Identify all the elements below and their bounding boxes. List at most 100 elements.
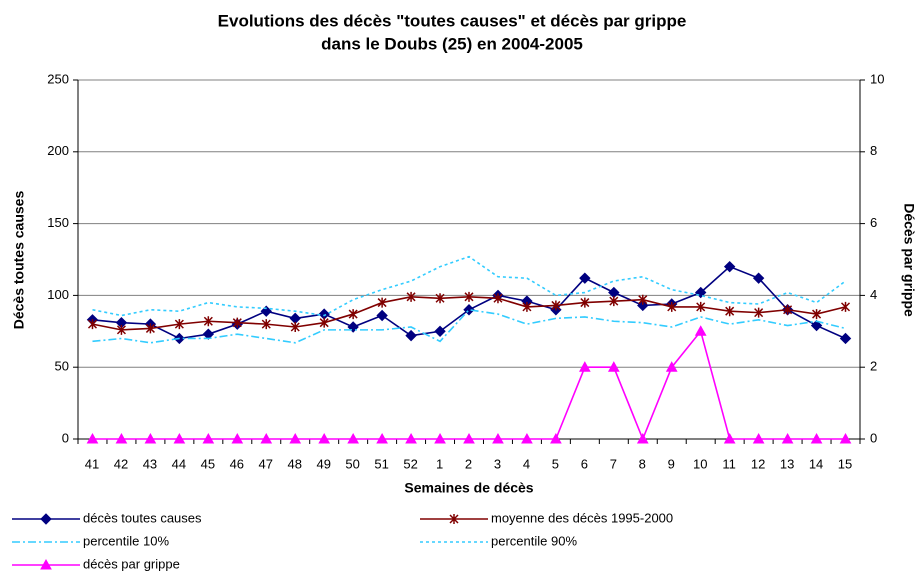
marker [435,293,445,304]
marker [376,309,388,322]
marker [580,297,590,308]
x-tick-label: 5 [552,456,559,471]
x-tick-label: 45 [201,456,215,471]
y-tick-label: 100 [47,287,69,302]
marker [840,301,851,312]
marker [696,301,706,312]
marker [115,432,128,444]
marker [550,432,562,444]
marker [260,432,273,444]
marker [174,319,184,330]
marker [493,293,503,304]
x-tick-label: 50 [345,456,359,471]
y-tick-label: 250 [47,71,69,86]
marker [86,432,99,444]
marker [781,432,794,444]
marker [376,432,388,444]
marker [290,321,300,332]
marker [522,301,532,312]
y-tick-label: 0 [62,430,69,445]
x-tick-label: 15 [838,456,852,471]
marker [636,432,649,444]
marker [116,324,126,335]
marker [348,309,358,320]
legend-label: percentile 10% [83,533,169,548]
y2-axis-label: Décès par grippe [901,203,916,317]
y2-tick-label: 2 [870,359,877,374]
marker [318,308,330,320]
y2-tick-label: 10 [870,71,884,86]
marker [665,361,678,372]
marker [783,304,793,315]
x-tick-label: 52 [403,456,417,471]
x-tick-label: 6 [581,456,588,471]
y-tick-label: 150 [47,215,69,230]
marker [406,291,416,302]
marker [754,307,764,318]
x-tick-label: 48 [288,456,302,471]
marker [579,272,591,284]
marker [694,325,707,336]
marker [812,309,822,320]
marker [145,323,155,334]
legend-label: décès toutes causes [83,510,202,525]
marker [723,432,736,444]
series-line [92,255,846,317]
marker [609,296,619,307]
marker [492,432,504,444]
x-tick-label: 7 [610,456,617,471]
x-axis-label: Semaines de décès [404,480,533,496]
y2-tick-label: 0 [870,430,877,445]
marker [551,300,561,311]
x-tick-label: 51 [374,456,388,471]
marker [810,319,823,332]
y2-tick-label: 8 [870,143,877,158]
x-tick-label: 46 [230,456,244,471]
legend-label: décès par grippe [83,556,180,571]
x-tick-label: 49 [316,456,330,471]
x-tick-label: 47 [259,456,273,471]
marker [231,432,244,444]
marker [667,301,677,312]
marker [347,432,359,444]
marker [752,432,765,444]
x-tick-label: 1 [436,456,443,471]
marker [463,432,475,444]
x-tick-label: 44 [172,456,186,471]
marker [289,312,301,325]
marker [521,432,533,444]
x-tick-label: 10 [693,456,707,471]
marker [319,317,329,328]
marker [40,513,52,525]
marker [449,514,459,524]
series-line [92,329,846,442]
marker [202,432,215,444]
marker [405,329,417,342]
chart-title: Evolutions des décès "toutes causes" et … [218,11,687,30]
marker [144,432,157,444]
marker [261,319,271,330]
marker [318,432,331,444]
marker [607,361,620,372]
marker [839,432,852,444]
y2-tick-label: 4 [870,287,877,302]
marker [377,297,387,308]
marker [173,432,186,444]
x-tick-label: 41 [85,456,99,471]
marker [434,325,446,338]
marker [839,332,852,345]
y-axis-label: Décès toutes causes [11,191,27,330]
x-tick-label: 14 [809,456,823,471]
marker [40,558,52,570]
x-tick-label: 9 [668,456,675,471]
x-tick-label: 13 [780,456,794,471]
x-tick-label: 2 [465,456,472,471]
x-tick-label: 43 [143,456,157,471]
marker [608,286,620,299]
marker [260,305,272,317]
x-tick-label: 8 [639,456,646,471]
y-tick-label: 50 [55,359,69,374]
marker [638,294,648,305]
marker [87,319,98,330]
